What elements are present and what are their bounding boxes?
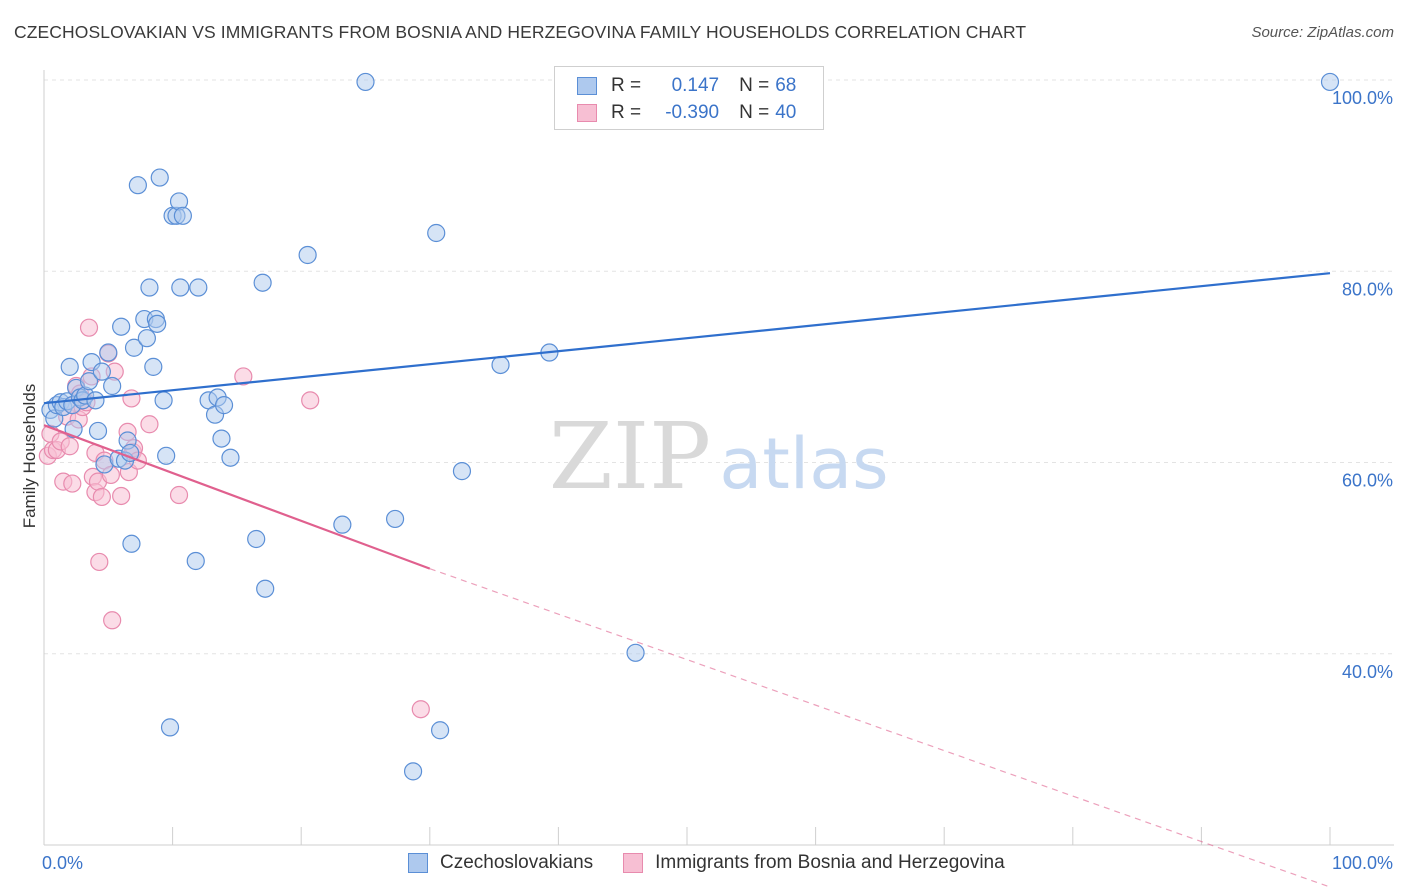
legend-swatch-blue bbox=[577, 77, 597, 95]
legend-swatch-blue bbox=[408, 853, 428, 873]
legend-swatch-pink bbox=[623, 853, 644, 873]
data-point-czechoslovakians bbox=[256, 579, 275, 598]
data-point-czechoslovakians bbox=[154, 391, 173, 410]
data-point-czechoslovakians bbox=[626, 643, 645, 662]
data-point-bosnia bbox=[122, 389, 141, 408]
stats-legend: R = 0.147 N = 68 R = -0.390 N = 40 bbox=[554, 66, 824, 130]
data-point-czechoslovakians bbox=[88, 421, 108, 441]
data-point-czechoslovakians bbox=[452, 462, 472, 481]
data-point-czechoslovakians bbox=[1320, 72, 1340, 92]
data-point-czechoslovakians bbox=[148, 314, 167, 333]
legend-r-value: 0.147 bbox=[671, 75, 720, 96]
data-point-czechoslovakians bbox=[103, 376, 122, 396]
data-point-bosnia bbox=[90, 552, 109, 572]
data-point-czechoslovakians bbox=[144, 357, 163, 376]
y-axis-label: Family Households bbox=[20, 383, 39, 529]
watermark: ZIP atlas bbox=[549, 403, 889, 510]
data-point-czechoslovakians bbox=[60, 357, 79, 376]
data-point-czechoslovakians bbox=[124, 338, 144, 357]
data-point-czechoslovakians bbox=[186, 551, 205, 571]
data-point-czechoslovakians bbox=[150, 168, 169, 187]
y-tick-label: 80.0% bbox=[1342, 279, 1393, 299]
data-point-bosnia bbox=[169, 485, 189, 505]
data-point-czechoslovakians bbox=[221, 448, 240, 467]
legend-r-label: R = bbox=[611, 75, 642, 96]
trend-line-czechoslovakians bbox=[43, 272, 1331, 405]
data-point-czechoslovakians bbox=[137, 329, 156, 348]
legend-swatch-pink bbox=[577, 104, 597, 122]
data-point-czechoslovakians bbox=[214, 396, 234, 415]
legend-n-label: N = bbox=[739, 102, 770, 123]
grid-lines bbox=[44, 79, 1394, 655]
data-point-czechoslovakians bbox=[333, 515, 352, 534]
data-point-czechoslovakians bbox=[64, 419, 83, 439]
legend-row-bosnia: R = -0.390 N = 40 bbox=[577, 101, 796, 125]
data-point-czechoslovakians bbox=[128, 176, 147, 195]
tick-labels: 40.0% 60.0% 80.0% 100.0% 0.0% 100.0% bbox=[42, 88, 1393, 873]
data-point-czechoslovakians bbox=[491, 355, 510, 375]
data-point-bosnia bbox=[103, 611, 122, 630]
data-point-czechoslovakians bbox=[92, 362, 111, 381]
legend-r-label: R = bbox=[611, 102, 642, 123]
data-point-czechoslovakians bbox=[430, 721, 450, 740]
data-point-bosnia bbox=[411, 700, 430, 719]
data-point-bosnia bbox=[301, 391, 320, 410]
trend-line-bosnia bbox=[429, 568, 1331, 888]
legend-n-value: 40 bbox=[775, 102, 797, 123]
data-point-czechoslovakians bbox=[79, 372, 99, 391]
y-tick-label: 100.0% bbox=[1332, 88, 1393, 108]
y-tick-label: 40.0% bbox=[1342, 662, 1393, 682]
data-point-czechoslovakians bbox=[173, 206, 192, 225]
legend-item-czechoslovakians: Czechoslovakians bbox=[408, 852, 593, 874]
data-point-czechoslovakians bbox=[385, 509, 405, 529]
data-point-bosnia bbox=[112, 486, 131, 506]
data-point-bosnia bbox=[60, 437, 79, 456]
data-point-bosnia bbox=[79, 318, 99, 337]
watermark-atlas: atlas bbox=[719, 423, 888, 505]
data-point-czechoslovakians bbox=[427, 223, 446, 243]
data-point-czechoslovakians bbox=[160, 718, 180, 737]
data-point-czechoslovakians bbox=[189, 278, 208, 297]
data-point-czechoslovakians bbox=[112, 317, 131, 336]
data-point-bosnia bbox=[234, 367, 253, 386]
series-legend: Czechoslovakians Immigrants from Bosnia … bbox=[408, 852, 1035, 874]
watermark-zip: ZIP bbox=[549, 403, 711, 510]
data-point-czechoslovakians bbox=[247, 529, 266, 549]
trend-lines bbox=[43, 272, 1331, 888]
x-tick-label: 100.0% bbox=[1332, 853, 1393, 873]
chart-source: Source: ZipAtlas.com bbox=[1251, 24, 1394, 41]
data-point-czechoslovakians bbox=[86, 391, 105, 410]
data-point-czechoslovakians bbox=[403, 762, 423, 781]
legend-n-value: 68 bbox=[775, 75, 797, 96]
data-point-czechoslovakians bbox=[298, 245, 317, 265]
series-czechoslovakians-points bbox=[41, 70, 1340, 781]
data-point-czechoslovakians bbox=[212, 429, 231, 448]
data-point-czechoslovakians bbox=[253, 273, 272, 292]
y-tick-label: 60.0% bbox=[1342, 471, 1393, 491]
legend-r-value: -0.390 bbox=[665, 102, 720, 123]
data-point-bosnia bbox=[92, 487, 111, 507]
data-point-bosnia bbox=[140, 415, 159, 434]
x-tick-label: 0.0% bbox=[42, 853, 83, 873]
data-point-czechoslovakians bbox=[171, 278, 190, 297]
legend-row-czechoslovakians: R = 0.147 N = 68 bbox=[577, 74, 796, 98]
chart-title: CZECHOSLOVAKIAN VS IMMIGRANTS FROM BOSNI… bbox=[14, 22, 1027, 42]
data-point-czechoslovakians bbox=[140, 278, 159, 297]
data-point-czechoslovakians bbox=[122, 534, 141, 553]
legend-label: Czechoslovakians bbox=[440, 852, 594, 873]
data-point-czechoslovakians bbox=[99, 343, 118, 362]
legend-n-label: N = bbox=[739, 75, 770, 96]
data-point-czechoslovakians bbox=[157, 446, 176, 465]
data-point-bosnia bbox=[63, 474, 82, 493]
trend-line-bosnia bbox=[43, 424, 431, 570]
data-point-czechoslovakians bbox=[356, 72, 375, 92]
legend-item-bosnia: Immigrants from Bosnia and Herzegovina bbox=[623, 852, 1005, 874]
legend-label: Immigrants from Bosnia and Herzegovina bbox=[655, 852, 1005, 873]
